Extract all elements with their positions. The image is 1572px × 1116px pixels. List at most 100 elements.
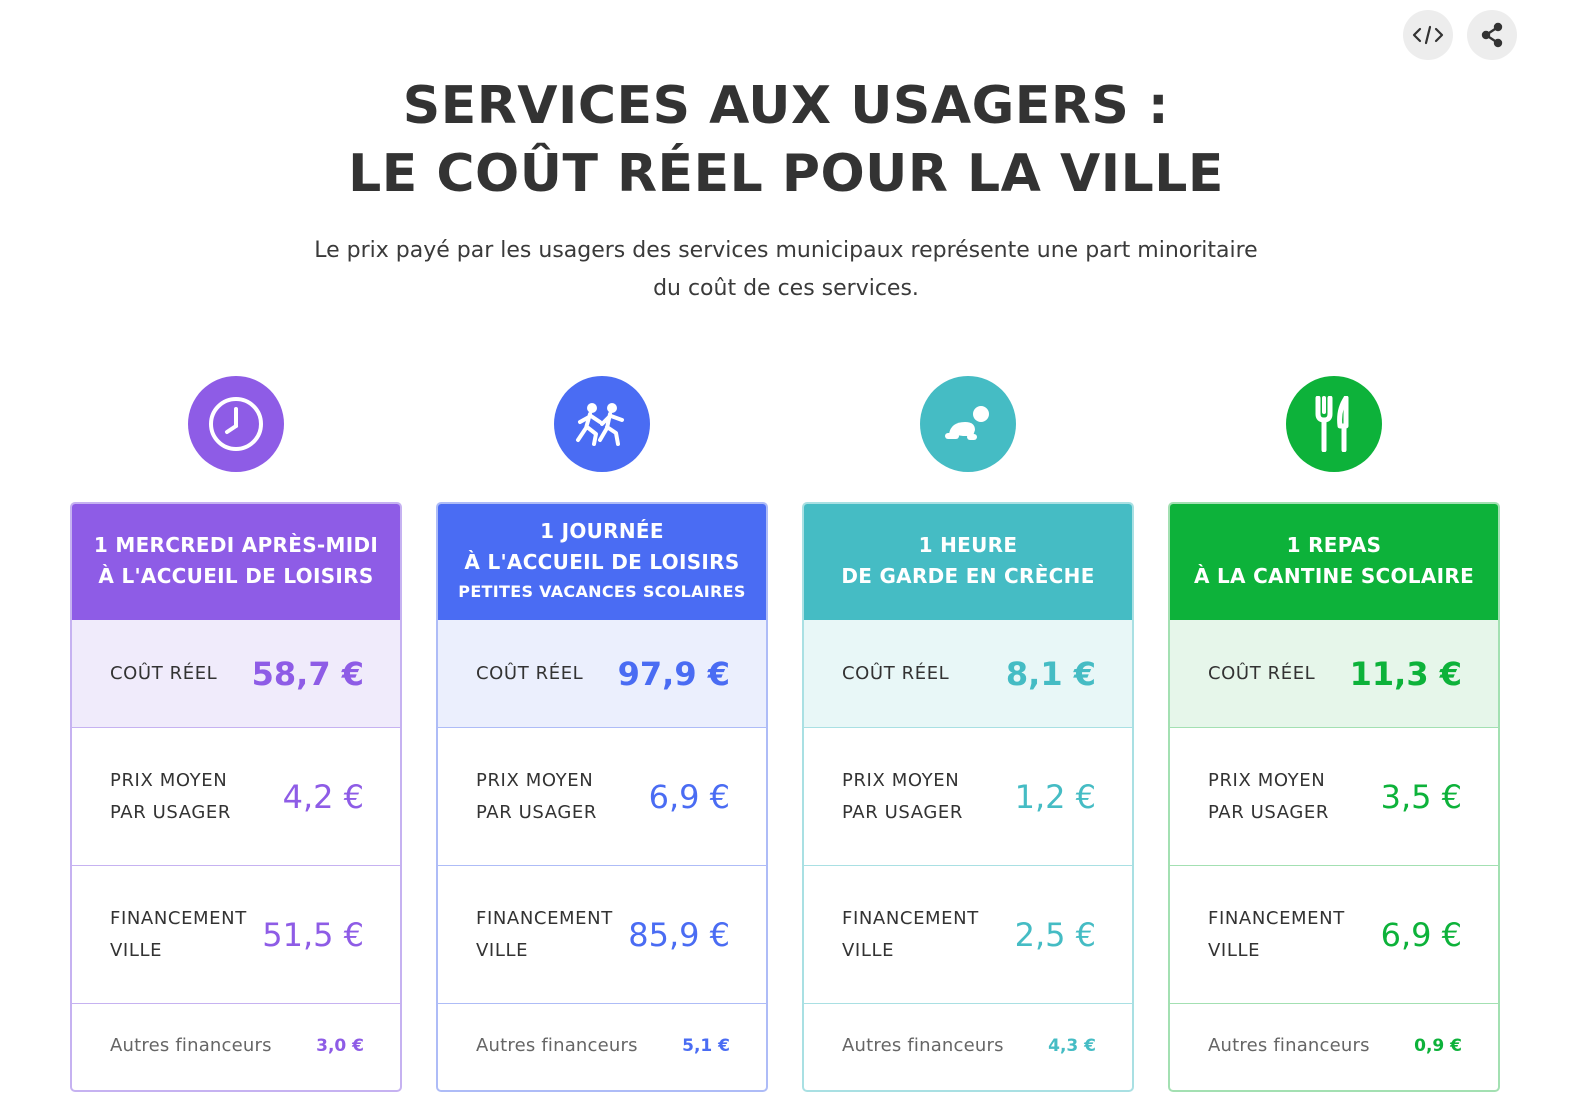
prix-moyen-row: PRIX MOYEN PAR USAGER 1,2 € (804, 728, 1132, 866)
service-card: 1 MERCREDI APRÈS-MIDI À L'ACCUEIL DE LOI… (70, 502, 402, 1092)
service-card: 1 HEURE DE GARDE EN CRÈCHE COÛT RÉEL 8,1… (802, 502, 1134, 1092)
card-header-line-2: DE GARDE EN CRÈCHE (841, 564, 1095, 588)
financement-ville-value: 6,9 € (1380, 915, 1462, 954)
prix-moyen-label-line-2: PAR USAGER (1208, 801, 1330, 823)
cout-reel-value: 8,1 € (1005, 654, 1096, 693)
card-header: 1 REPAS À LA CANTINE SCOLAIRE (1170, 504, 1498, 620)
prix-moyen-label-line-1: PRIX MOYEN (1208, 769, 1326, 791)
clock-icon (209, 397, 263, 451)
prix-moyen-label: PRIX MOYEN PAR USAGER (842, 765, 963, 829)
cout-reel-label: COÛT RÉEL (842, 662, 950, 684)
prix-moyen-label: PRIX MOYEN PAR USAGER (110, 765, 231, 829)
autres-financeurs-value: 5,1 € (682, 1036, 730, 1056)
autres-financeurs-value: 3,0 € (316, 1036, 364, 1056)
prix-moyen-label-line-1: PRIX MOYEN (842, 769, 960, 791)
card-header: 1 JOURNÉE À L'ACCUEIL DE LOISIRS PETITES… (438, 504, 766, 620)
card-header: 1 HEURE DE GARDE EN CRÈCHE (804, 504, 1132, 620)
service-icon-circle (188, 376, 284, 472)
subtitle-line-2: du coût de ces services. (653, 276, 919, 301)
embed-code-button[interactable] (1403, 10, 1453, 60)
card-header-line-1: 1 HEURE (918, 533, 1018, 557)
financement-ville-row: FINANCEMENT VILLE 51,5 € (72, 866, 400, 1004)
page-subtitle: Le prix payé par les usagers des service… (286, 232, 1286, 308)
cout-reel-value: 97,9 € (617, 654, 730, 693)
title-line-1: SERVICES AUX USAGERS : (402, 76, 1170, 136)
autres-financeurs-label: Autres financeurs (842, 1035, 1004, 1056)
financement-ville-label: FINANCEMENT VILLE (110, 903, 247, 967)
autres-financeurs-label: Autres financeurs (1208, 1035, 1370, 1056)
autres-financeurs-row: Autres financeurs 3,0 € (72, 1004, 400, 1088)
autres-financeurs-value: 4,3 € (1048, 1036, 1096, 1056)
financement-label-line-1: FINANCEMENT (1208, 907, 1345, 929)
financement-label-line-1: FINANCEMENT (110, 907, 247, 929)
code-icon (1412, 25, 1444, 45)
card-header-line-2: À L'ACCUEIL DE LOISIRS (464, 550, 740, 574)
autres-financeurs-row: Autres financeurs 4,3 € (804, 1004, 1132, 1088)
service-icon-circle (920, 376, 1016, 472)
cout-reel-label: COÛT RÉEL (1208, 662, 1316, 684)
service-icon-circle (1286, 376, 1382, 472)
prix-moyen-value: 3,5 € (1380, 777, 1462, 816)
autres-financeurs-row: Autres financeurs 0,9 € (1170, 1004, 1498, 1088)
top-actions (1403, 10, 1517, 60)
subtitle-line-1: Le prix payé par les usagers des service… (314, 238, 1258, 263)
prix-moyen-value: 1,2 € (1014, 777, 1096, 816)
cout-reel-row: COÛT RÉEL 97,9 € (438, 620, 766, 728)
prix-moyen-value: 4,2 € (282, 777, 364, 816)
prix-moyen-row: PRIX MOYEN PAR USAGER 4,2 € (72, 728, 400, 866)
card-header-line-2: À L'ACCUEIL DE LOISIRS (98, 564, 374, 588)
financement-label-line-1: FINANCEMENT (476, 907, 613, 929)
financement-ville-value: 85,9 € (628, 915, 730, 954)
financement-ville-row: FINANCEMENT VILLE 6,9 € (1170, 866, 1498, 1004)
title-line-2: LE COÛT RÉEL POUR LA VILLE (348, 144, 1224, 204)
service-icon-circle (554, 376, 650, 472)
financement-ville-row: FINANCEMENT VILLE 2,5 € (804, 866, 1132, 1004)
prix-moyen-label-line-2: PAR USAGER (110, 801, 232, 823)
prix-moyen-row: PRIX MOYEN PAR USAGER 3,5 € (1170, 728, 1498, 866)
autres-financeurs-label: Autres financeurs (110, 1035, 272, 1056)
card-header-line-1: 1 REPAS (1286, 533, 1382, 557)
financement-ville-label: FINANCEMENT VILLE (1208, 903, 1345, 967)
service-column-accueil-mercredi: 1 MERCREDI APRÈS-MIDI À L'ACCUEIL DE LOI… (70, 376, 402, 1092)
service-card: 1 REPAS À LA CANTINE SCOLAIRE COÛT RÉEL … (1168, 502, 1500, 1092)
children-running-icon (576, 403, 624, 446)
share-icon (1481, 22, 1503, 48)
cout-reel-row: COÛT RÉEL 58,7 € (72, 620, 400, 728)
service-column-cantine: 1 REPAS À LA CANTINE SCOLAIRE COÛT RÉEL … (1168, 376, 1500, 1092)
financement-label-line-2: VILLE (1208, 939, 1261, 961)
card-header-line-2: À LA CANTINE SCOLAIRE (1193, 564, 1475, 588)
prix-moyen-label-line-2: PAR USAGER (476, 801, 598, 823)
financement-ville-row: FINANCEMENT VILLE 85,9 € (438, 866, 766, 1004)
cout-reel-row: COÛT RÉEL 11,3 € (1170, 620, 1498, 728)
prix-moyen-label: PRIX MOYEN PAR USAGER (1208, 765, 1329, 829)
cout-reel-label: COÛT RÉEL (476, 662, 584, 684)
prix-moyen-row: PRIX MOYEN PAR USAGER 6,9 € (438, 728, 766, 866)
autres-financeurs-label: Autres financeurs (476, 1035, 638, 1056)
financement-ville-label: FINANCEMENT VILLE (476, 903, 613, 967)
financement-ville-label: FINANCEMENT VILLE (842, 903, 979, 967)
autres-financeurs-value: 0,9 € (1414, 1036, 1462, 1056)
financement-ville-value: 51,5 € (262, 915, 364, 954)
financement-ville-value: 2,5 € (1014, 915, 1096, 954)
prix-moyen-value: 6,9 € (648, 777, 730, 816)
financement-label-line-2: VILLE (476, 939, 529, 961)
crawling-baby-icon (945, 406, 989, 440)
service-card: 1 JOURNÉE À L'ACCUEIL DE LOISIRS PETITES… (436, 502, 768, 1092)
financement-label-line-2: VILLE (110, 939, 163, 961)
cout-reel-row: COÛT RÉEL 8,1 € (804, 620, 1132, 728)
card-header-line-3: PETITES VACANCES SCOLAIRES (458, 582, 746, 601)
cout-reel-label: COÛT RÉEL (110, 662, 218, 684)
page-title: SERVICES AUX USAGERS : LE COÛT RÉEL POUR… (0, 72, 1572, 208)
cout-reel-value: 11,3 € (1349, 654, 1462, 693)
service-column-accueil-journee: 1 JOURNÉE À L'ACCUEIL DE LOISIRS PETITES… (436, 376, 768, 1092)
cout-reel-value: 58,7 € (251, 654, 364, 693)
service-column-creche: 1 HEURE DE GARDE EN CRÈCHE COÛT RÉEL 8,1… (802, 376, 1134, 1092)
prix-moyen-label: PRIX MOYEN PAR USAGER (476, 765, 597, 829)
share-button[interactable] (1467, 10, 1517, 60)
autres-financeurs-row: Autres financeurs 5,1 € (438, 1004, 766, 1088)
financement-label-line-2: VILLE (842, 939, 895, 961)
card-header-line-1: 1 MERCREDI APRÈS-MIDI (93, 533, 379, 557)
prix-moyen-label-line-1: PRIX MOYEN (476, 769, 594, 791)
prix-moyen-label-line-1: PRIX MOYEN (110, 769, 228, 791)
